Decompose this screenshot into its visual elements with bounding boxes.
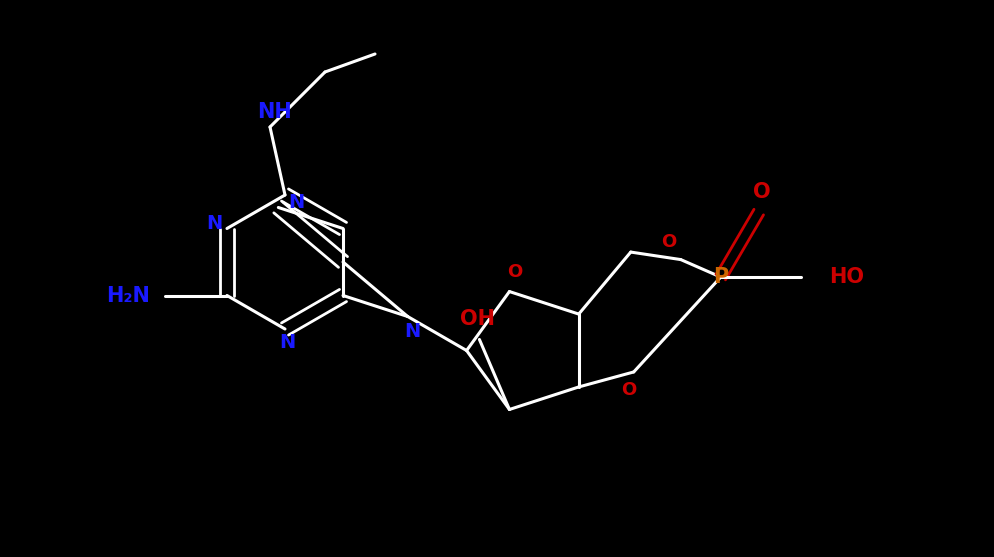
Text: O: O xyxy=(660,233,676,251)
Text: NH: NH xyxy=(256,102,291,122)
Text: O: O xyxy=(620,381,636,399)
Text: N: N xyxy=(206,214,222,233)
Text: O: O xyxy=(752,182,769,202)
Text: HO: HO xyxy=(828,267,863,287)
Text: N: N xyxy=(405,322,420,341)
Text: O: O xyxy=(506,262,522,281)
Text: N: N xyxy=(288,193,304,212)
Text: P: P xyxy=(713,267,728,287)
Text: OH: OH xyxy=(459,310,494,330)
Text: N: N xyxy=(278,333,295,351)
Text: H₂N: H₂N xyxy=(106,286,150,305)
